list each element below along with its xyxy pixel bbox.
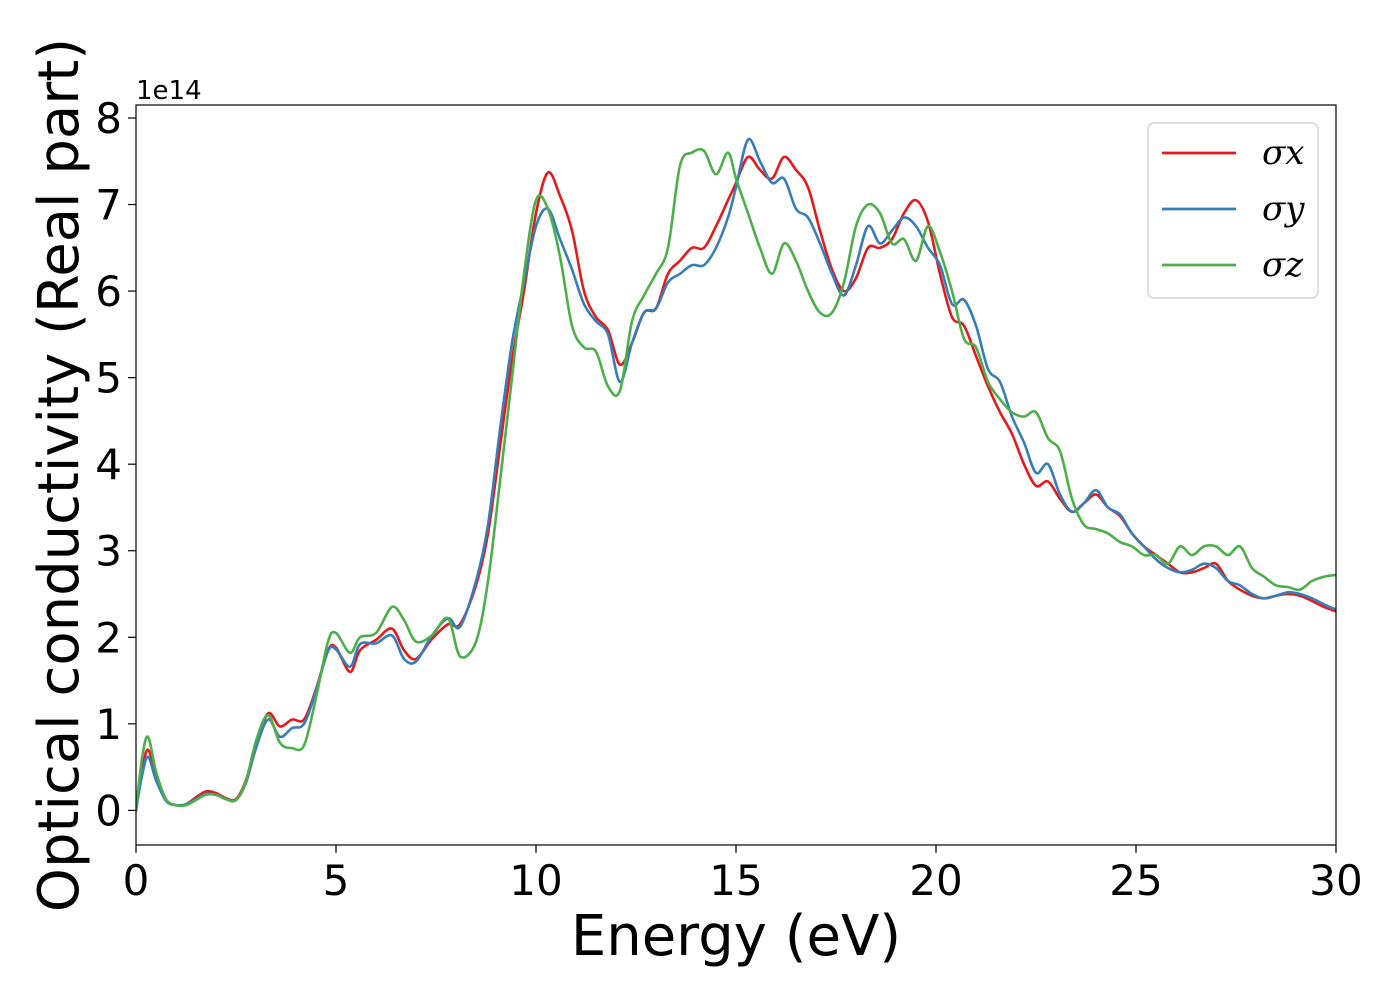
y-tick-label: 6 — [95, 267, 122, 316]
y-axis-title: Optical conductivity (Real part) — [27, 38, 92, 912]
legend: σx σy σz — [1147, 122, 1319, 299]
legend-label: σx — [1262, 133, 1304, 173]
legend-label: σy — [1262, 189, 1305, 229]
x-axis: 0 5 10 15 20 25 30 — [123, 845, 1363, 905]
legend-box — [1147, 122, 1319, 299]
x-tick-label: 20 — [909, 856, 962, 905]
x-tick-label: 25 — [1109, 856, 1162, 905]
series-lines — [136, 137, 1336, 812]
x-tick-label: 15 — [709, 856, 762, 905]
legend-label: σz — [1262, 245, 1304, 285]
y-offset-label: 1e14 — [136, 76, 202, 106]
x-tick-label: 5 — [323, 856, 350, 905]
series-line-2 — [136, 147, 1336, 812]
y-tick-label: 5 — [95, 354, 122, 403]
y-tick-label: 1 — [95, 700, 122, 749]
y-axis: 0 1 2 3 4 5 6 7 8 — [95, 94, 136, 835]
x-axis-title: Energy (eV) — [571, 904, 901, 969]
y-tick-label: 4 — [95, 440, 122, 489]
x-tick-label: 30 — [1309, 856, 1362, 905]
x-tick-label: 0 — [123, 856, 150, 905]
series-line-1 — [136, 137, 1336, 812]
y-tick-label: 2 — [95, 613, 122, 662]
y-tick-label: 0 — [95, 786, 122, 835]
x-tick-label: 10 — [509, 856, 562, 905]
y-tick-label: 3 — [95, 527, 122, 576]
y-tick-label: 7 — [95, 181, 122, 230]
y-tick-label: 8 — [95, 94, 122, 143]
